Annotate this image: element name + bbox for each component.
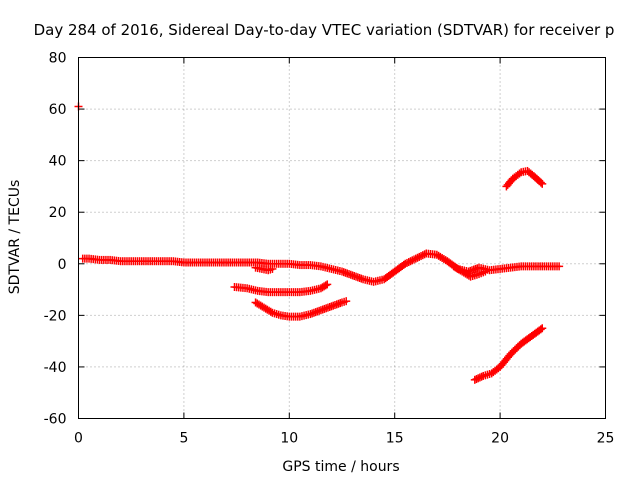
data-point bbox=[342, 297, 351, 306]
data-point bbox=[415, 252, 424, 261]
data-point bbox=[413, 253, 422, 262]
y-tick-label: -60 bbox=[44, 412, 67, 428]
y-axis-ticks: -60 -40 -20 0 20 40 60 80 bbox=[44, 51, 606, 428]
x-tick-label: 5 bbox=[179, 431, 188, 447]
data-point bbox=[536, 178, 545, 187]
data-point bbox=[515, 169, 524, 178]
data-point bbox=[411, 254, 420, 263]
y-tick-label: 20 bbox=[49, 205, 67, 221]
x-tick-label: 15 bbox=[386, 431, 404, 447]
grid-lines bbox=[78, 57, 606, 419]
data-point bbox=[477, 372, 486, 381]
x-tick-label: 20 bbox=[491, 431, 509, 447]
x-axis-ticks: 0 5 10 15 20 25 bbox=[74, 57, 615, 447]
data-point bbox=[481, 267, 490, 276]
plot-frame bbox=[78, 57, 606, 419]
data-point bbox=[408, 256, 417, 265]
y-tick-label: -20 bbox=[44, 308, 67, 324]
y-tick-label: 80 bbox=[49, 51, 67, 67]
y-tick-label: 0 bbox=[58, 257, 67, 273]
data-point bbox=[404, 258, 413, 267]
data-point bbox=[402, 258, 411, 267]
y-tick-label: -40 bbox=[44, 360, 67, 376]
data-point bbox=[555, 262, 564, 271]
x-tick-label: 0 bbox=[74, 431, 83, 447]
y-tick-label: 40 bbox=[49, 154, 67, 170]
data-point bbox=[538, 324, 547, 333]
data-points bbox=[74, 102, 564, 384]
data-point bbox=[417, 252, 426, 261]
x-axis-label: GPS time / hours bbox=[282, 459, 399, 475]
data-point bbox=[321, 281, 330, 290]
data-point bbox=[410, 255, 419, 264]
data-point bbox=[536, 325, 545, 334]
data-point bbox=[406, 257, 415, 266]
data-point bbox=[323, 280, 332, 289]
data-point bbox=[266, 307, 275, 316]
data-point bbox=[418, 251, 427, 260]
data-point bbox=[401, 259, 410, 268]
chart-title: Day 284 of 2016, Sidereal Day-to-day VTE… bbox=[34, 21, 615, 39]
x-tick-label: 25 bbox=[597, 431, 615, 447]
data-point bbox=[538, 179, 547, 188]
x-tick-label: 10 bbox=[280, 431, 298, 447]
y-axis-label: SDTVAR / TECUs bbox=[7, 180, 23, 295]
data-point bbox=[268, 264, 277, 273]
y-tick-label: 60 bbox=[49, 102, 67, 118]
